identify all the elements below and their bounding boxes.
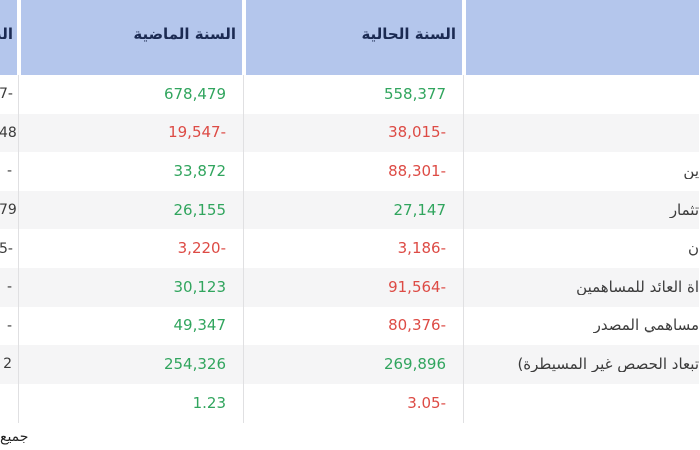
change-value-fragment: 79 [0, 202, 18, 219]
current-year-value: 88,301- [389, 161, 447, 180]
last-year-header-text: السنة الماضية [134, 24, 237, 43]
current-year-value: 269,896 [384, 354, 447, 373]
table-header-row: السنة الحالية السنة الماضية الت [0, 0, 700, 75]
change-value-fragment: 2 [4, 356, 13, 373]
last-year-value: 19,547- [169, 123, 227, 142]
current-year-value: 91,564- [389, 277, 447, 296]
row-label-fragment: ن [688, 241, 700, 257]
footnote-text-fragment: جميع [1, 429, 30, 445]
table-row: 3.05- 1.23 [0, 384, 700, 423]
table-row: تبعاد الحصص غير المسيطرة) 269,896 254,326 2 [0, 345, 700, 384]
table-row: مساهمي المصدر 80,376- 49,347 - [0, 307, 700, 346]
change-value-fragment: - [7, 279, 13, 296]
column-separator-line [464, 75, 465, 423]
row-label-fragment: تثمار [670, 202, 700, 218]
last-year-value: 254,326 [164, 354, 227, 373]
table-row: اة العائد للمساهمين 91,564- 30,123 - [0, 267, 700, 307]
header-cell-current-year: السنة الحالية [247, 0, 463, 75]
column-separator-line [19, 75, 20, 423]
table-row: تثمار 27,147 26,155 79 [0, 190, 700, 230]
header-cell-last-year: السنة الماضية [22, 0, 243, 75]
table-row: ين 88,301- 33,872 - [0, 152, 700, 191]
row-label-fragment: تبعاد الحصص غير المسيطرة) [518, 356, 700, 372]
last-year-value: 26,155 [174, 200, 228, 219]
current-year-value: 27,147 [394, 200, 448, 219]
table-row: 38,015- 19,547- 48 [0, 113, 700, 153]
current-year-value: 3,186- [398, 239, 447, 258]
current-year-header-text: السنة الحالية [362, 24, 457, 43]
current-year-value: 80,376- [389, 316, 447, 335]
row-label-fragment: مساهمي المصدر [594, 318, 700, 334]
table-row: ن 3,186- 3,220- 5- [0, 229, 700, 268]
table-body: 558,377 678,479 7- 38,015- 19,547- 48 ين 88,301… [0, 75, 700, 422]
change-value-fragment: 48 [0, 124, 18, 141]
last-year-value: 49,347 [174, 316, 228, 335]
table-row: 558,377 678,479 7- [0, 75, 700, 114]
header-cell-row-label [467, 0, 700, 75]
change-header-text-fragment: الت [0, 24, 14, 43]
last-year-value: 678,479 [164, 84, 227, 103]
financials-table: السنة الحالية السنة الماضية الت 558,377 6… [0, 0, 700, 423]
last-year-value: 30,123 [174, 277, 228, 296]
column-separator-line [244, 75, 245, 423]
row-label-fragment: اة العائد للمساهمين [577, 279, 700, 295]
change-value-fragment: 7- [0, 86, 14, 103]
last-year-value: 33,872 [174, 161, 228, 180]
change-value-fragment: - [7, 317, 13, 334]
current-year-value: 558,377 [384, 84, 447, 103]
current-year-value: 38,015- [389, 123, 447, 142]
change-value-fragment: - [7, 163, 13, 180]
last-year-value: 1.23 [193, 393, 227, 412]
last-year-value: 3,220- [178, 239, 227, 258]
header-cell-change-cut: الت [0, 0, 18, 75]
current-year-value: 3.05- [408, 393, 447, 412]
row-label-fragment: ين [684, 163, 700, 179]
change-value-fragment: 5- [0, 240, 14, 257]
